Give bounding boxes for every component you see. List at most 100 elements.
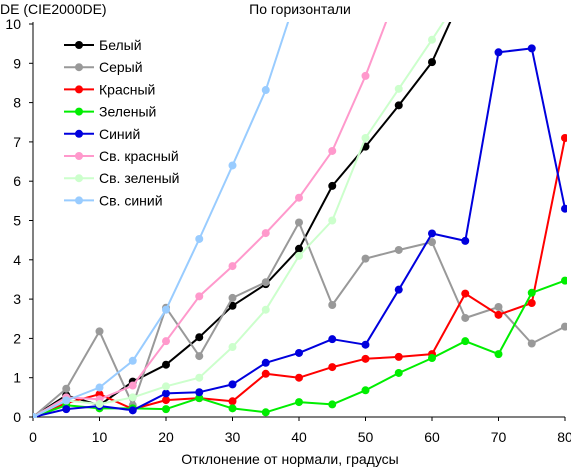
- y-tick-label: 9: [13, 55, 21, 71]
- data-point: [527, 44, 536, 53]
- data-point: [261, 408, 270, 417]
- x-tick-label: 70: [491, 429, 507, 445]
- data-point: [128, 356, 137, 365]
- axes: 0 1 2 3 4 5 6 7 8 9 10 0 10 20 30 40 50 60 70 80: [5, 16, 571, 445]
- data-point: [295, 251, 303, 260]
- x-tick-label: 60: [424, 429, 440, 445]
- legend-swatch-marker: [75, 174, 83, 183]
- legend-label: Красный: [99, 81, 155, 97]
- data-point: [228, 343, 237, 352]
- legend-label: Синий: [99, 126, 140, 142]
- data-point: [228, 404, 237, 413]
- y-tick-label: 5: [13, 213, 21, 229]
- data-point: [295, 218, 303, 227]
- legend-swatch-marker: [75, 129, 83, 138]
- data-point: [62, 384, 71, 393]
- data-point: [195, 394, 204, 403]
- legend-item: Красный: [64, 81, 155, 97]
- data-point: [228, 262, 237, 271]
- data-point: [527, 299, 536, 308]
- y-tick-label: 0: [13, 409, 21, 425]
- data-point: [95, 327, 104, 336]
- series-line: [33, 22, 452, 418]
- data-point: [561, 133, 567, 142]
- legend-label: Серый: [99, 59, 143, 75]
- data-point: [195, 292, 204, 301]
- y-tick-label: 4: [13, 252, 21, 268]
- data-point: [328, 216, 337, 225]
- series-8: [33, 22, 290, 418]
- data-point: [195, 388, 204, 397]
- data-point: [195, 373, 204, 382]
- data-point: [62, 405, 71, 414]
- data-point: [328, 300, 337, 309]
- data-point: [361, 340, 370, 349]
- data-point: [295, 398, 303, 407]
- data-point: [328, 181, 337, 190]
- legend-swatch-marker: [75, 152, 83, 160]
- data-point: [527, 339, 536, 348]
- y-tick-label: 6: [13, 173, 21, 189]
- data-point: [428, 35, 436, 44]
- data-point: [162, 405, 170, 414]
- chart-title: По горизонтали: [249, 1, 351, 17]
- data-point: [295, 193, 303, 202]
- legend-swatch-marker: [75, 63, 83, 72]
- legend-label: Св. красный: [99, 148, 179, 164]
- data-point: [461, 289, 470, 298]
- data-point: [261, 358, 270, 367]
- data-point: [228, 380, 237, 389]
- legend-item: Белый: [64, 37, 142, 53]
- data-point: [295, 373, 303, 382]
- y-tick-label: 3: [13, 291, 21, 307]
- data-point: [261, 369, 270, 378]
- data-point: [162, 360, 170, 369]
- series-1: [33, 22, 452, 418]
- data-point: [328, 400, 337, 409]
- data-point: [295, 348, 303, 357]
- data-point: [494, 350, 503, 359]
- series-line: [33, 22, 445, 418]
- legend-item: Св. красный: [64, 148, 179, 164]
- data-point: [494, 310, 503, 319]
- series-2: [33, 218, 567, 418]
- data-point: [95, 400, 104, 409]
- series-line: [33, 22, 290, 418]
- data-point: [95, 383, 104, 392]
- x-axis-label: Отклонение от нормали, градусы: [181, 451, 398, 467]
- x-tick-label: 50: [358, 429, 374, 445]
- series-line: [33, 22, 388, 418]
- legend-item: Серый: [64, 59, 143, 75]
- data-point: [494, 48, 503, 57]
- data-point: [261, 305, 270, 314]
- data-point: [361, 254, 370, 263]
- data-point: [162, 337, 170, 346]
- data-point: [561, 322, 567, 331]
- data-point: [228, 293, 237, 302]
- data-point: [228, 301, 237, 310]
- data-point: [195, 234, 204, 243]
- legend-item: Синий: [64, 126, 140, 142]
- legend-item: Зеленый: [64, 104, 156, 120]
- data-point: [428, 238, 436, 247]
- legend-swatch-marker: [75, 196, 83, 205]
- data-point: [195, 352, 204, 361]
- data-point: [428, 229, 436, 238]
- legend-item: Св. синий: [64, 192, 163, 208]
- y-axis-label: DE (CIE2000DE): [0, 1, 107, 17]
- data-point: [561, 204, 567, 213]
- y-tick-label: 7: [13, 134, 21, 150]
- data-point: [162, 396, 170, 405]
- legend-label: Св. синий: [99, 192, 163, 208]
- data-point: [394, 285, 403, 294]
- data-point: [228, 397, 237, 406]
- y-tick-label: 10: [5, 16, 21, 32]
- data-point: [461, 313, 470, 322]
- data-point: [295, 244, 303, 253]
- data-point: [461, 337, 470, 346]
- data-point: [428, 354, 436, 363]
- data-point: [428, 58, 436, 67]
- x-tick-label: 20: [158, 429, 174, 445]
- x-tick-label: 10: [92, 429, 108, 445]
